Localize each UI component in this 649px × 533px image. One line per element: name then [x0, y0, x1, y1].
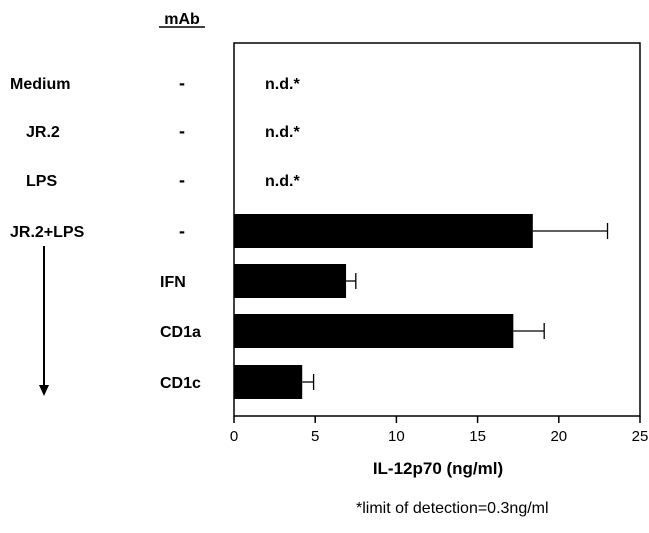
condition-label: LPS: [26, 173, 57, 190]
mab-label: CD1c: [160, 375, 201, 392]
mab-label: -: [179, 221, 185, 241]
detection-limit-footnote: *limit of detection=0.3ng/ml: [356, 500, 549, 517]
bar: [234, 264, 347, 298]
condition-label: JR.2+LPS: [10, 224, 85, 241]
mab-label: IFN: [160, 274, 186, 291]
mab-label: -: [179, 170, 185, 190]
bar: [234, 365, 303, 399]
not-detected-label: n.d.*: [265, 76, 300, 93]
x-tick-label: 5: [311, 428, 319, 445]
mab-label: -: [179, 121, 185, 141]
sequence-arrow-head: [39, 385, 49, 396]
x-tick-label: 15: [469, 428, 486, 445]
x-axis-label: IL-12p70 (ng/ml): [373, 459, 503, 478]
x-tick-label: 0: [230, 428, 238, 445]
x-tick-label: 25: [632, 428, 649, 445]
mab-label: CD1a: [160, 324, 201, 341]
not-detected-label: n.d.*: [265, 124, 300, 141]
condition-label: JR.2: [26, 124, 60, 141]
not-detected-label: n.d.*: [265, 173, 300, 190]
bar: [234, 214, 533, 248]
bar: [234, 314, 514, 348]
mab-label: -: [179, 73, 185, 93]
mab-column-header: mAb: [164, 11, 200, 28]
x-tick-label: 20: [550, 428, 567, 445]
x-tick-label: 10: [388, 428, 405, 445]
condition-label: Medium: [10, 76, 70, 93]
